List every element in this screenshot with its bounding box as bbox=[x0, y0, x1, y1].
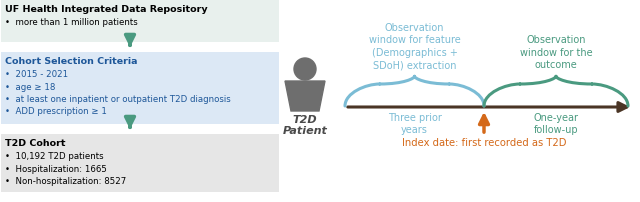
Text: Cohort Selection Criteria: Cohort Selection Criteria bbox=[5, 57, 138, 66]
Text: Patient: Patient bbox=[283, 126, 328, 136]
Text: •  age ≥ 18: • age ≥ 18 bbox=[5, 82, 56, 92]
Text: One-year
follow-up: One-year follow-up bbox=[534, 113, 579, 135]
Text: Observation
window for the
outcome: Observation window for the outcome bbox=[520, 35, 592, 70]
Text: •  Non-hospitalization: 8527: • Non-hospitalization: 8527 bbox=[5, 177, 126, 186]
Text: •  more than 1 million patients: • more than 1 million patients bbox=[5, 18, 138, 27]
Text: •  ADD prescription ≥ 1: • ADD prescription ≥ 1 bbox=[5, 107, 107, 117]
Text: Three prior
years: Three prior years bbox=[388, 113, 442, 135]
Text: •  2015 - 2021: • 2015 - 2021 bbox=[5, 70, 68, 79]
Text: •  at least one inpatient or outpatient T2D diagnosis: • at least one inpatient or outpatient T… bbox=[5, 95, 231, 104]
Polygon shape bbox=[285, 81, 325, 111]
Circle shape bbox=[294, 58, 316, 80]
FancyBboxPatch shape bbox=[1, 0, 279, 42]
Text: T2D Cohort: T2D Cohort bbox=[5, 139, 65, 148]
FancyBboxPatch shape bbox=[1, 134, 279, 192]
Text: UF Health Integrated Data Repository: UF Health Integrated Data Repository bbox=[5, 5, 207, 14]
FancyBboxPatch shape bbox=[1, 52, 279, 124]
Text: T2D: T2D bbox=[292, 115, 317, 125]
Text: •  10,192 T2D patients: • 10,192 T2D patients bbox=[5, 152, 104, 161]
Text: Index date: first recorded as T2D: Index date: first recorded as T2D bbox=[402, 138, 566, 148]
Text: Observation
window for feature
(Demographics +
SDoH) extraction: Observation window for feature (Demograp… bbox=[369, 23, 460, 70]
Text: •  Hospitalization: 1665: • Hospitalization: 1665 bbox=[5, 164, 107, 174]
